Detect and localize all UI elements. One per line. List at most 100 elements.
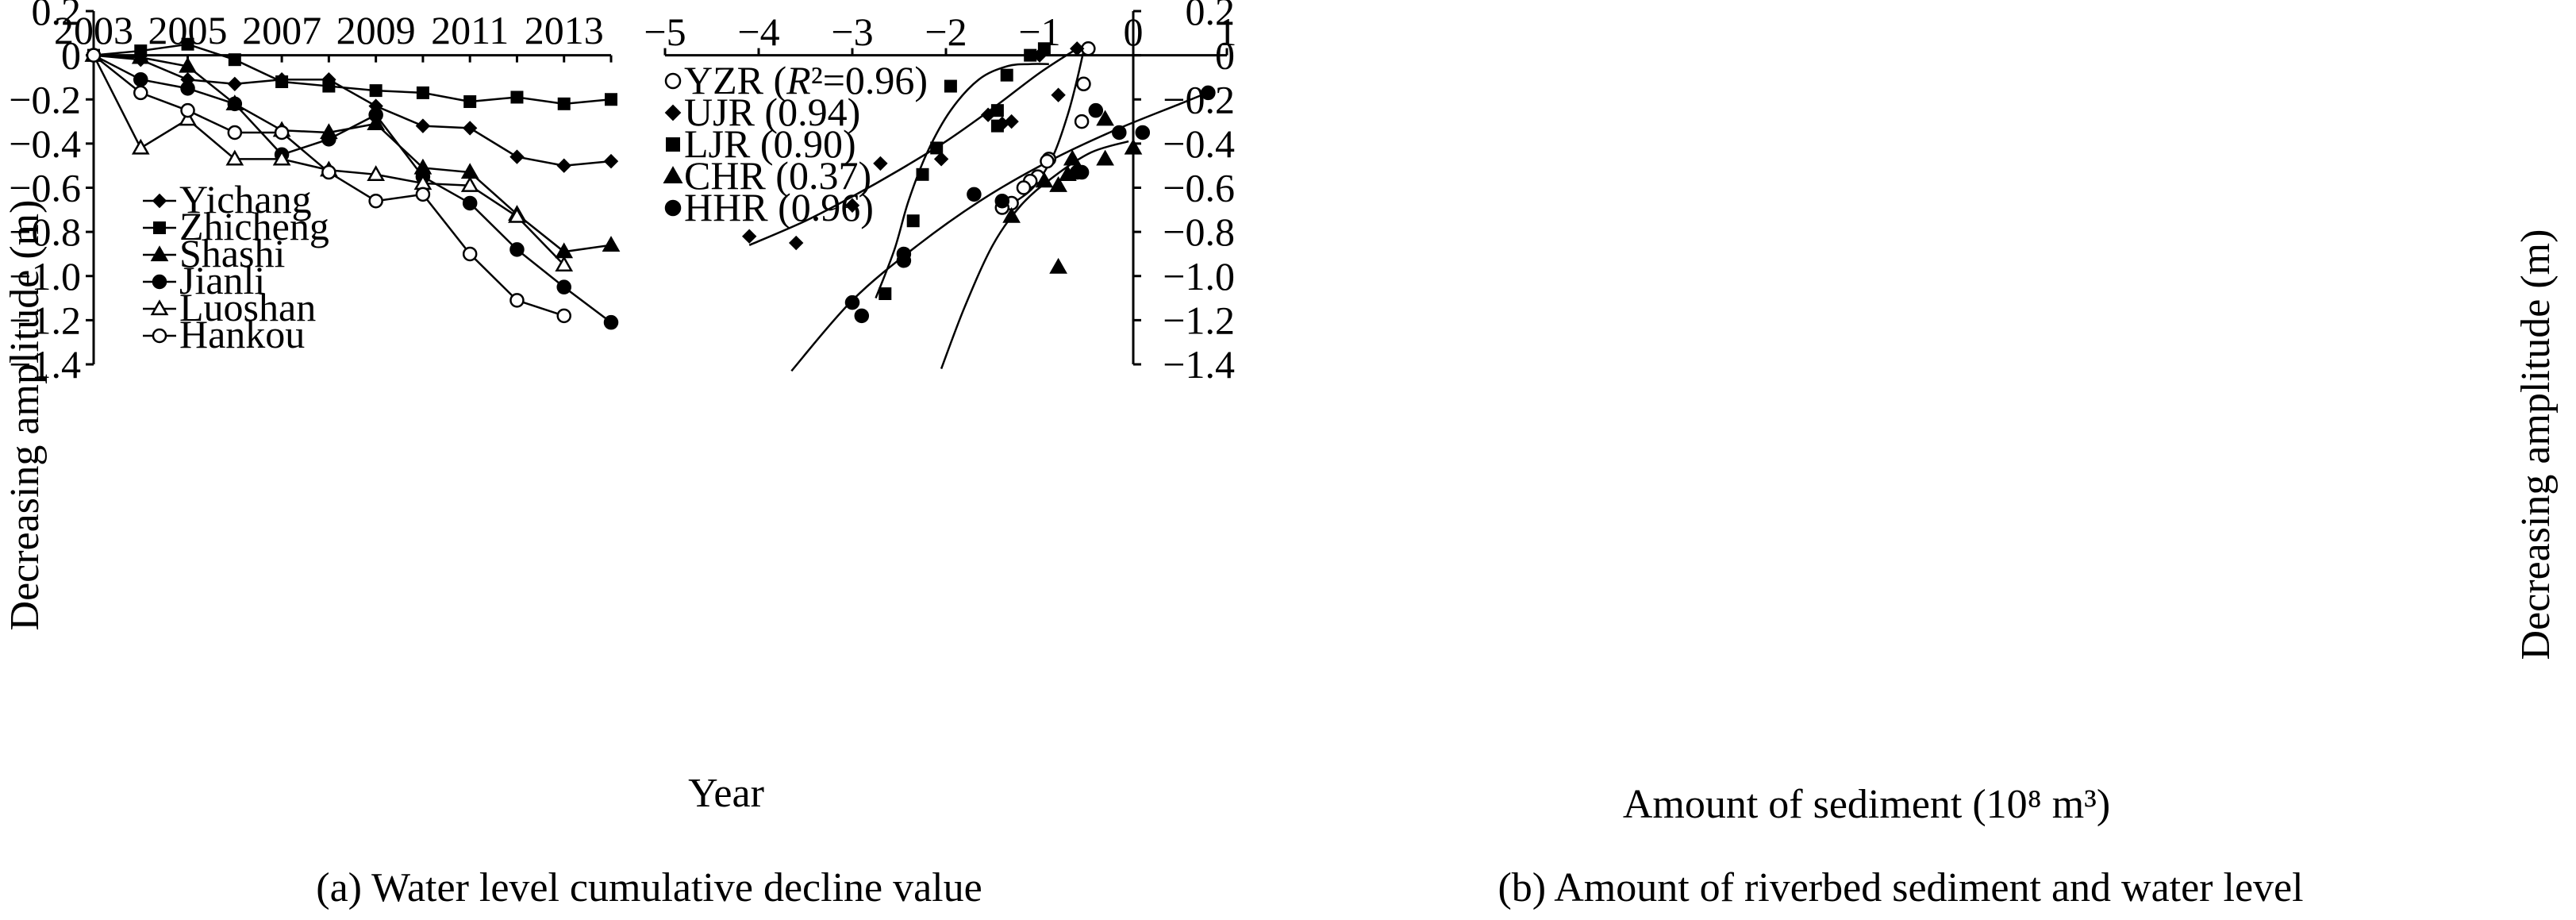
panel-b-y-tick-label: −0.4: [1163, 121, 1235, 166]
point-chr: [1063, 149, 1082, 166]
point-ljr: [990, 104, 1004, 117]
point-jianli: [227, 96, 243, 112]
point-jianli: [180, 81, 195, 96]
point-hankou: [227, 125, 243, 141]
legend-label-luoshan: Luoshan: [179, 285, 316, 329]
panel-a-x-tick-label: 2013: [525, 8, 604, 52]
panel-a-x-ticks: 2003 2005 2007 2009 2011 2013: [54, 8, 613, 63]
point-hankou: [133, 85, 148, 101]
point-ujr: [1051, 87, 1066, 102]
panel-b-x-tick-label: −4: [737, 10, 779, 54]
point-hhr: [994, 193, 1010, 209]
panel-b-y-axis-label: Decreasing amplitude (m): [2513, 229, 2559, 660]
panel-b-y-tick-label: −0.2: [1163, 77, 1235, 121]
legend-marker-yzr: [664, 72, 682, 90]
panel-a-series: [84, 37, 621, 330]
point-luoshan: [367, 165, 385, 181]
point-yichang: [462, 121, 478, 136]
panel-b-x-tick-label: −2: [925, 10, 967, 54]
legend-marker-jianli: [152, 274, 167, 290]
point-hankou: [274, 125, 290, 141]
point-ujr: [742, 229, 757, 244]
panel-b-y-tick-label: −1.2: [1163, 298, 1235, 342]
legend-marker-chr: [663, 166, 683, 184]
panel-a-x-tick-label: 2003: [54, 8, 133, 52]
legend-label-yzr: YZR (R²=0.96): [684, 58, 928, 102]
fit-curve-ujr: [748, 48, 1078, 246]
legend-label-ljr: LJR (0.90): [684, 121, 856, 166]
panel-b-x-ticks: −5 −4 −3 −2 −1 0 1: [644, 10, 1237, 56]
point-hankou: [180, 102, 195, 118]
point-hhr: [1074, 164, 1090, 180]
point-zhicheng: [510, 90, 524, 104]
panel-a-y-tick-label: 0: [61, 33, 81, 78]
point-zhicheng: [322, 79, 336, 93]
point-luoshan: [225, 149, 244, 166]
point-ljr: [879, 287, 892, 300]
legend-marker-yichang: [152, 193, 167, 209]
point-yzr: [1076, 76, 1091, 92]
point-luoshan: [131, 138, 150, 155]
panel-b-scatter-chart: 0.20−0.2−0.4−0.6−0.8−1.0−1.2−1.4 −5 −4 −3−…: [644, 0, 2559, 910]
legend-label-zhicheng: Zhicheng: [179, 204, 329, 248]
legend-marker-hhr: [664, 199, 682, 217]
point-yichang: [509, 149, 525, 164]
point-luoshan: [555, 256, 574, 271]
point-hhr: [1088, 102, 1104, 118]
panel-a-y-tick-label: −1.2: [9, 298, 81, 342]
panel-b-y-tick-label: −1.4: [1163, 342, 1235, 387]
point-jianli: [509, 242, 525, 257]
point-jianli: [603, 314, 619, 330]
point-jianli: [133, 71, 148, 87]
panel-b-x-tick-label: −5: [644, 10, 686, 54]
panel-a-y-ticks: 0.20−0.2−0.4−0.6−0.8−1.0−1.2−1.4: [9, 0, 94, 387]
panel-a-y-tick-label: −0.2: [9, 77, 81, 121]
point-chr: [1096, 149, 1114, 166]
point-jianli: [462, 195, 478, 211]
panel-a-caption: (a) Water level cumulative decline value: [316, 865, 982, 910]
point-luoshan: [272, 149, 291, 166]
point-hankou: [462, 246, 478, 262]
point-hhr: [967, 187, 982, 202]
legend-marker-luoshan: [150, 299, 169, 316]
point-ljr: [906, 214, 920, 228]
point-chr: [1096, 110, 1114, 126]
panel-b-x-tick-label: −3: [831, 10, 873, 54]
legend-marker-shashi: [150, 245, 169, 262]
point-ujr: [980, 107, 996, 122]
point-hankou: [556, 308, 571, 324]
point-luoshan: [508, 206, 526, 223]
point-zhicheng: [463, 95, 477, 109]
point-ljr: [1000, 68, 1013, 82]
panel-b-x-axis-label: Amount of sediment (10⁸ m³): [1623, 782, 2110, 827]
panel-a-x-axis-label: Year: [688, 771, 764, 816]
panel-a-y-tick-label: −0.4: [9, 121, 81, 166]
panel-a-y-tick-label: 0.2: [32, 0, 82, 33]
point-shashi: [602, 236, 621, 252]
point-ujr: [1070, 41, 1085, 56]
point-hankou: [86, 48, 102, 63]
panel-a-y-tick-label: −1.4: [9, 342, 81, 387]
point-yichang: [415, 118, 431, 133]
panel-b-x-tick-label: 1: [1217, 10, 1237, 54]
panel-b-points: [742, 41, 1216, 324]
panel-b-legend: YZR (R²=0.96)UJR (0.94)LJR (0.90)CHR (0.…: [663, 58, 928, 229]
point-luoshan: [460, 175, 479, 192]
panel-a-x-tick-label: 2009: [336, 8, 416, 52]
point-ujr: [844, 198, 860, 213]
panel-b-y-ticks: 0.20−0.2−0.4−0.6−0.8−1.0−1.2−1.4: [1133, 0, 1235, 387]
point-ujr: [789, 235, 804, 251]
panel-b-y-tick-label: −1.0: [1163, 254, 1235, 298]
panel-a-line-chart: 0.20−0.2−0.4−0.6−0.8−1.0−1.2−1.4 2003 200…: [2, 0, 982, 910]
point-jianli: [368, 107, 383, 122]
point-ujr: [873, 156, 888, 171]
panel-b-y-tick-label: 0: [1215, 33, 1235, 78]
legend-marker-ljr: [666, 137, 680, 152]
point-zhicheng: [369, 84, 383, 98]
point-shashi: [179, 56, 197, 73]
series-line-zhicheng: [93, 43, 612, 106]
legend-marker-hankou: [152, 328, 167, 344]
legend-label-chr: CHR (0.37): [684, 153, 871, 198]
point-hhr: [896, 253, 912, 268]
